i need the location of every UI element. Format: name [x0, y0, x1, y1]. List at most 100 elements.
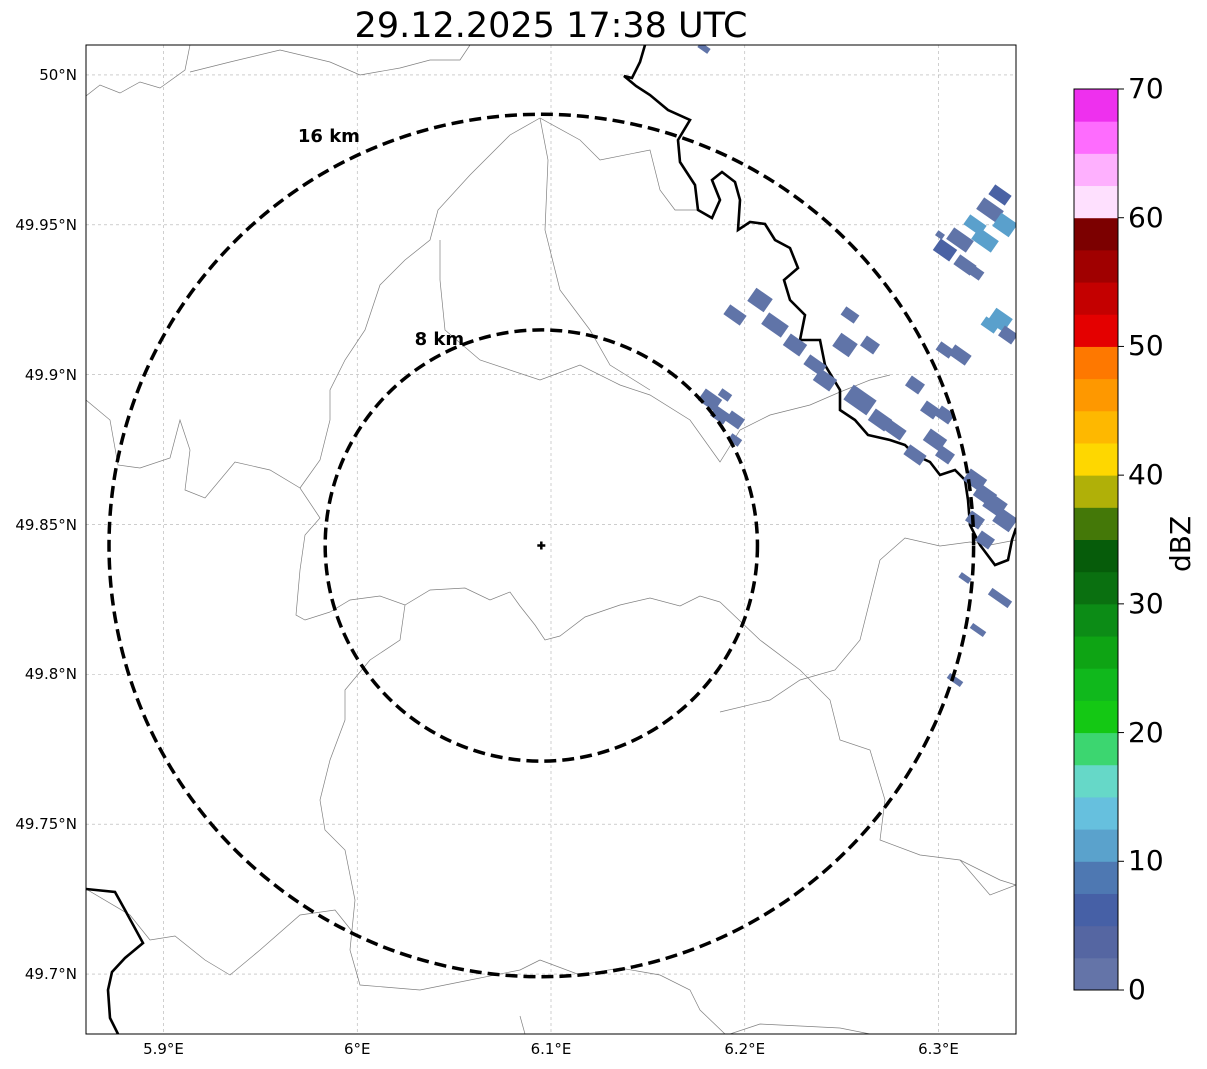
lat-tick-label: 49.8°N [24, 665, 77, 684]
echo-cell [935, 230, 945, 240]
lon-tick-label: 6.3°E [918, 1040, 959, 1058]
colorbar-segment [1074, 796, 1118, 830]
colorbar-segment [1074, 571, 1118, 605]
colorbar-segment [1074, 507, 1118, 540]
thin-borders [86, 45, 1016, 1034]
range-ring-label: 8 km [414, 328, 465, 350]
echo-cell [980, 316, 1000, 334]
colorbar-tick-label: 10 [1128, 844, 1164, 878]
colorbar-segment [1074, 121, 1118, 154]
echo-cell [935, 405, 955, 425]
lat-tick-label: 49.75°N [15, 815, 77, 834]
colorbar-tick-label: 40 [1128, 458, 1164, 492]
lon-tick-label: 6°E [343, 1040, 371, 1058]
echo-cell [883, 419, 907, 441]
lon-tick-label: 6.1°E [530, 1040, 572, 1058]
echo-cell [723, 304, 747, 326]
colorbar-segment [1074, 282, 1118, 315]
echo-cell [958, 572, 972, 584]
echo-cell [971, 227, 999, 253]
echo-cell [946, 227, 974, 253]
echo-cell [922, 428, 948, 452]
colorbar [1073, 88, 1124, 991]
echo-cell [717, 388, 733, 402]
lat-tick-label: 49.95°N [15, 215, 77, 234]
national-border [86, 45, 1016, 1034]
colorbar-segment [1074, 249, 1118, 283]
echo-cell [975, 530, 995, 550]
echo-cell [946, 672, 964, 688]
colorbar-tick-label: 60 [1128, 200, 1164, 234]
echo-cell [860, 335, 880, 355]
grid-lines [86, 45, 1016, 1034]
echo-cell [710, 405, 730, 425]
colorbar-segment [1074, 861, 1118, 894]
echo-cell [935, 445, 955, 465]
echo-cell [920, 400, 940, 420]
colorbar-segment [1074, 442, 1118, 476]
colorbar-segment [1074, 636, 1118, 669]
echo-cell [969, 622, 987, 638]
colorbar-unit-label: dBZ [1164, 515, 1197, 572]
range-rings [107, 112, 976, 979]
echo-cell [725, 410, 745, 430]
lat-tick-label: 49.7°N [24, 965, 77, 984]
echo-cell [976, 197, 1004, 223]
colorbar-segment [1074, 185, 1118, 219]
colorbar-tick-label: 0 [1128, 973, 1146, 1006]
colorbar-segment [1074, 829, 1118, 862]
colorbar-tick-label: 50 [1128, 329, 1164, 363]
echo-cell [992, 507, 1016, 533]
colorbar-segment [1074, 925, 1118, 959]
echo-cell [840, 306, 860, 324]
colorbar-frame [1073, 88, 1119, 991]
colorbar-segment [1074, 764, 1118, 798]
colorbar-segment [1074, 668, 1118, 701]
lat-tick-label: 50°N [39, 65, 77, 84]
echo-cell [987, 307, 1013, 333]
echo-cell [812, 368, 838, 392]
echo-cell [932, 238, 958, 262]
colorbar-segment [1074, 217, 1118, 251]
lon-tick-label: 6.2°E [724, 1040, 766, 1058]
colorbar-segment [1074, 410, 1118, 444]
echo-cell [935, 341, 955, 359]
colorbar-tick-label: 30 [1128, 586, 1164, 620]
colorbar-segment [1074, 153, 1118, 187]
echo-cell [987, 587, 1013, 609]
colorbar-segment [1074, 314, 1118, 347]
range-ring-8km [323, 328, 760, 763]
echo-cell [965, 510, 985, 530]
echo-cell [747, 287, 773, 313]
echo-cell [905, 375, 925, 395]
echo-cell [697, 45, 711, 54]
echo-cell [948, 344, 972, 366]
colorbar-segment [1074, 346, 1118, 380]
lon-tick-label: 5.9°E [143, 1040, 184, 1058]
echo-cell [903, 444, 927, 466]
echo-cell [998, 325, 1016, 345]
precipitation-echoes [697, 45, 1016, 688]
echo-cell [761, 312, 789, 338]
colorbar-tick-label: 70 [1128, 72, 1164, 105]
colorbar-segment [1074, 732, 1118, 766]
range-ring-16km [107, 112, 976, 979]
echo-cell [782, 333, 808, 357]
echo-cell [832, 332, 858, 358]
echo-cell [965, 263, 985, 281]
plot-frame [85, 44, 1017, 1035]
colorbar-segment [1074, 378, 1118, 412]
colorbar-segment [1074, 893, 1118, 927]
echo-cell [992, 212, 1016, 238]
echo-cell [727, 433, 743, 447]
lat-tick-label: 49.85°N [15, 515, 77, 534]
map-title: 29.12.2025 17:38 UTC [354, 6, 748, 46]
radar-site-marker [537, 541, 546, 550]
colorbar-segment [1074, 475, 1118, 508]
colorbar-segment [1074, 957, 1118, 991]
range-ring-label: 16 km [297, 126, 360, 148]
colorbar-segment [1074, 700, 1118, 734]
echo-cell [697, 388, 723, 412]
lat-tick-label: 49.9°N [24, 365, 77, 384]
